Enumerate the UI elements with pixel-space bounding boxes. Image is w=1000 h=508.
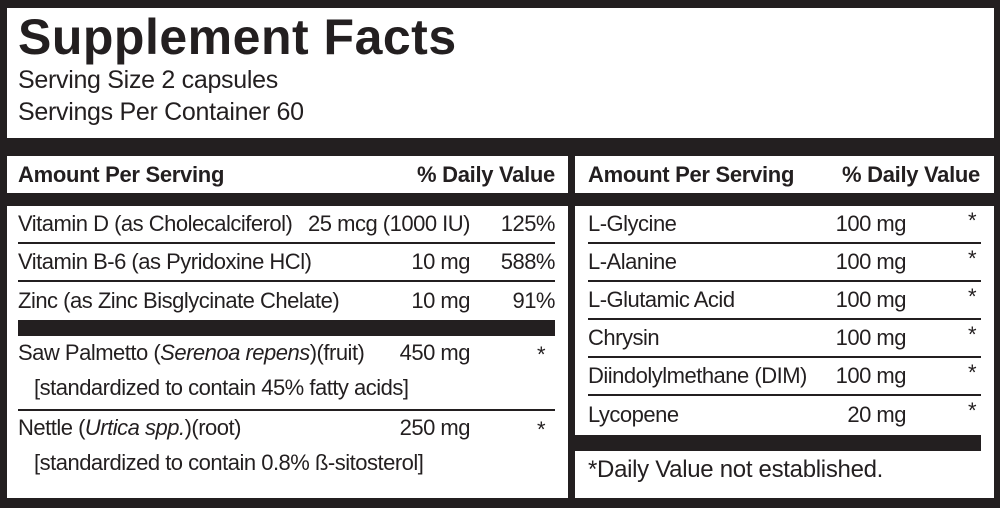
nutrient-row-dim: Diindolylmethane (DIM) 100 mg * xyxy=(588,358,981,396)
serving-size-text: Serving Size 2 capsules xyxy=(18,66,278,94)
nutrient-name: Diindolylmethane (DIM) xyxy=(588,363,807,388)
nutrient-row-vitamin-d: Vitamin D (as Cholecalciferol) 25 mcg (1… xyxy=(18,206,556,244)
servings-per-container-text: Servings Per Container 60 xyxy=(18,98,304,126)
left-column-header: Amount Per Serving % Daily Value xyxy=(7,156,568,193)
left-column: Amount Per Serving % Daily Value Vitamin… xyxy=(7,156,568,498)
daily-value-asterisk: * xyxy=(967,360,977,385)
nutrient-row-l-alanine: L-Alanine 100 mg * xyxy=(588,244,981,282)
nutrient-name: L-Alanine xyxy=(588,249,677,274)
daily-value-asterisk: * xyxy=(967,284,977,309)
botanical-name-suffix: )(fruit) xyxy=(309,340,365,365)
left-column-body: Vitamin D (as Cholecalciferol) 25 mcg (1… xyxy=(7,206,568,498)
supplement-facts-title: Supplement Facts xyxy=(18,9,457,65)
nutrient-amount: 100 mg xyxy=(835,211,907,236)
nutrient-name: Vitamin D (as Cholecalciferol) xyxy=(18,211,293,236)
botanical-name: Saw Palmetto (Serenoa repens)(fruit) xyxy=(18,340,400,366)
botanical-latin-name: Urtica spp. xyxy=(84,415,185,440)
nutrient-amount: 10 mg xyxy=(411,288,470,313)
standardization-note: [standardized to contain 0.8% ß-sitoster… xyxy=(34,450,424,475)
nutrient-amount: 20 mg xyxy=(847,402,906,427)
daily-value-asterisk: * xyxy=(967,398,977,423)
nutrient-name: Zinc (as Zinc Bisglycinate Chelate) xyxy=(18,288,340,313)
nutrient-row-l-glutamic-acid: L-Glutamic Acid 100 mg * xyxy=(588,282,981,320)
standardization-note: [standardized to contain 45% fatty acids… xyxy=(34,375,409,400)
right-column: Amount Per Serving % Daily Value L-Glyci… xyxy=(575,156,994,498)
daily-value-asterisk: * xyxy=(536,342,546,367)
thick-divider-bar-right xyxy=(575,435,981,451)
right-column-header: Amount Per Serving % Daily Value xyxy=(575,156,994,193)
botanical-name-prefix: Saw Palmetto ( xyxy=(18,340,161,365)
thick-divider-bar-left xyxy=(18,320,555,336)
botanical-main-line: Saw Palmetto (Serenoa repens)(fruit) 450… xyxy=(18,340,555,375)
thick-divider-bar-top xyxy=(7,138,994,156)
header-underline-bar xyxy=(7,193,568,206)
nutrient-name: Lycopene xyxy=(588,402,679,427)
amount-per-serving-heading: Amount Per Serving xyxy=(588,161,795,187)
daily-value-heading: % Daily Value xyxy=(842,161,980,187)
nutrient-amount: 100 mg xyxy=(835,287,907,312)
botanical-amount: 450 mg xyxy=(399,340,471,365)
amount-per-serving-heading: Amount Per Serving xyxy=(18,161,225,187)
botanical-name-prefix: Nettle ( xyxy=(18,415,85,440)
nutrient-name: L-Glutamic Acid xyxy=(588,287,735,312)
botanical-latin-name: Serenoa repens xyxy=(160,340,310,365)
daily-value-footnote: *Daily Value not established. xyxy=(588,456,884,483)
daily-value-asterisk: * xyxy=(967,208,977,233)
daily-value-heading: % Daily Value xyxy=(417,161,555,187)
daily-value-asterisk: * xyxy=(967,322,977,347)
nutrient-row-lycopene: Lycopene 20 mg * xyxy=(588,396,981,434)
botanical-name: Nettle (Urtica spp.)(root) xyxy=(18,415,400,441)
columns-container: Amount Per Serving % Daily Value Vitamin… xyxy=(7,156,994,498)
nutrient-row-l-glycine: L-Glycine 100 mg * xyxy=(588,206,981,244)
nutrient-daily-value: 588% xyxy=(500,249,556,274)
daily-value-asterisk: * xyxy=(536,417,546,442)
nutrient-name: Chrysin xyxy=(588,325,660,350)
botanical-main-line: Nettle (Urtica spp.)(root) 250 mg * xyxy=(18,415,555,450)
botanical-row-saw-palmetto: Saw Palmetto (Serenoa repens)(fruit) 450… xyxy=(18,336,555,411)
nutrient-row-vitamin-b6: Vitamin B-6 (as Pyridoxine HCl) 10 mg 58… xyxy=(18,244,556,282)
botanical-amount: 250 mg xyxy=(399,415,471,440)
nutrient-amount: 100 mg xyxy=(835,249,907,274)
label-header: Supplement Facts Serving Size 2 capsules… xyxy=(7,8,994,128)
nutrient-daily-value: 91% xyxy=(512,288,555,313)
botanical-name-suffix: )(root) xyxy=(184,415,242,440)
nutrient-name: Vitamin B-6 (as Pyridoxine HCl) xyxy=(18,249,312,274)
botanical-row-nettle: Nettle (Urtica spp.)(root) 250 mg * [sta… xyxy=(18,411,555,484)
nutrient-row-chrysin: Chrysin 100 mg * xyxy=(588,320,981,358)
nutrient-daily-value: 125% xyxy=(500,211,556,236)
nutrient-amount: 10 mg xyxy=(411,249,470,274)
right-column-body: L-Glycine 100 mg * L-Alanine 100 mg * L-… xyxy=(575,206,994,498)
vertical-divider-bar xyxy=(568,156,575,498)
nutrient-row-zinc: Zinc (as Zinc Bisglycinate Chelate) 10 m… xyxy=(18,282,556,320)
nutrient-amount: 25 mcg (1000 IU) xyxy=(308,211,470,236)
nutrient-amount: 100 mg xyxy=(835,325,907,350)
daily-value-asterisk: * xyxy=(967,246,977,271)
header-underline-bar xyxy=(575,193,994,206)
nutrient-amount: 100 mg xyxy=(835,363,907,388)
nutrient-name: L-Glycine xyxy=(588,211,677,236)
